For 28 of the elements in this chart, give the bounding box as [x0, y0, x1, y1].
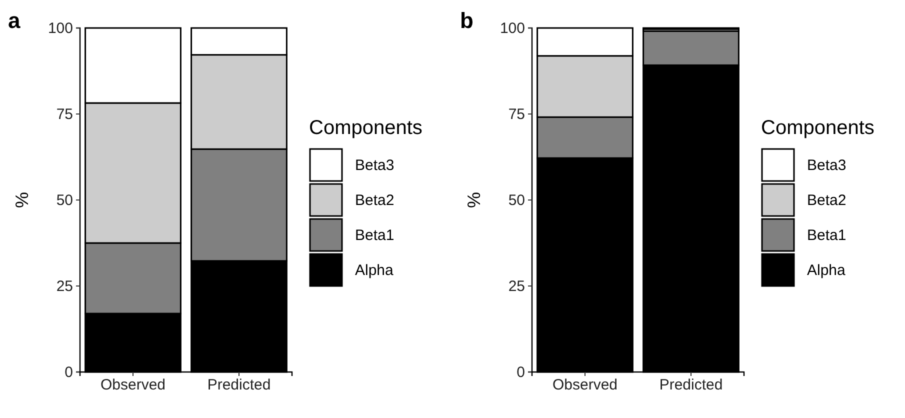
legend-label: Beta1 [807, 227, 846, 244]
y-tick-label: 25 [508, 278, 525, 295]
legend-label: Beta2 [355, 192, 394, 209]
legend-label: Beta1 [355, 227, 394, 244]
x-tick-label: Observed [100, 376, 166, 394]
y-tick-label: 50 [508, 192, 525, 209]
x-tick-label: Predicted [659, 376, 723, 394]
x-tick-label: Observed [552, 376, 618, 394]
legend-label: Beta2 [807, 192, 846, 209]
y-tick-label: 75 [56, 106, 73, 123]
y-tick-label: 100 [48, 20, 73, 37]
y-tick-label: 0 [516, 364, 525, 381]
y-tick-label: 25 [56, 278, 73, 295]
y-tick-label: 50 [56, 192, 73, 209]
y-tick-label: 0 [64, 364, 73, 381]
y-tick-label: 75 [508, 106, 525, 123]
legend-label: Beta3 [807, 157, 846, 174]
legend-title: Components [761, 117, 874, 139]
legend-title: Components [309, 117, 422, 139]
chart-title: a [8, 8, 21, 33]
legend-label: Beta3 [355, 157, 394, 174]
y-axis-title: % [464, 192, 484, 208]
legend-label: Alpha [807, 262, 846, 279]
legend-label: Alpha [355, 262, 394, 279]
y-tick-label: 100 [500, 20, 525, 37]
y-axis-title: % [12, 192, 32, 208]
x-tick-label: Predicted [207, 376, 271, 394]
chart-title: b [460, 8, 474, 33]
